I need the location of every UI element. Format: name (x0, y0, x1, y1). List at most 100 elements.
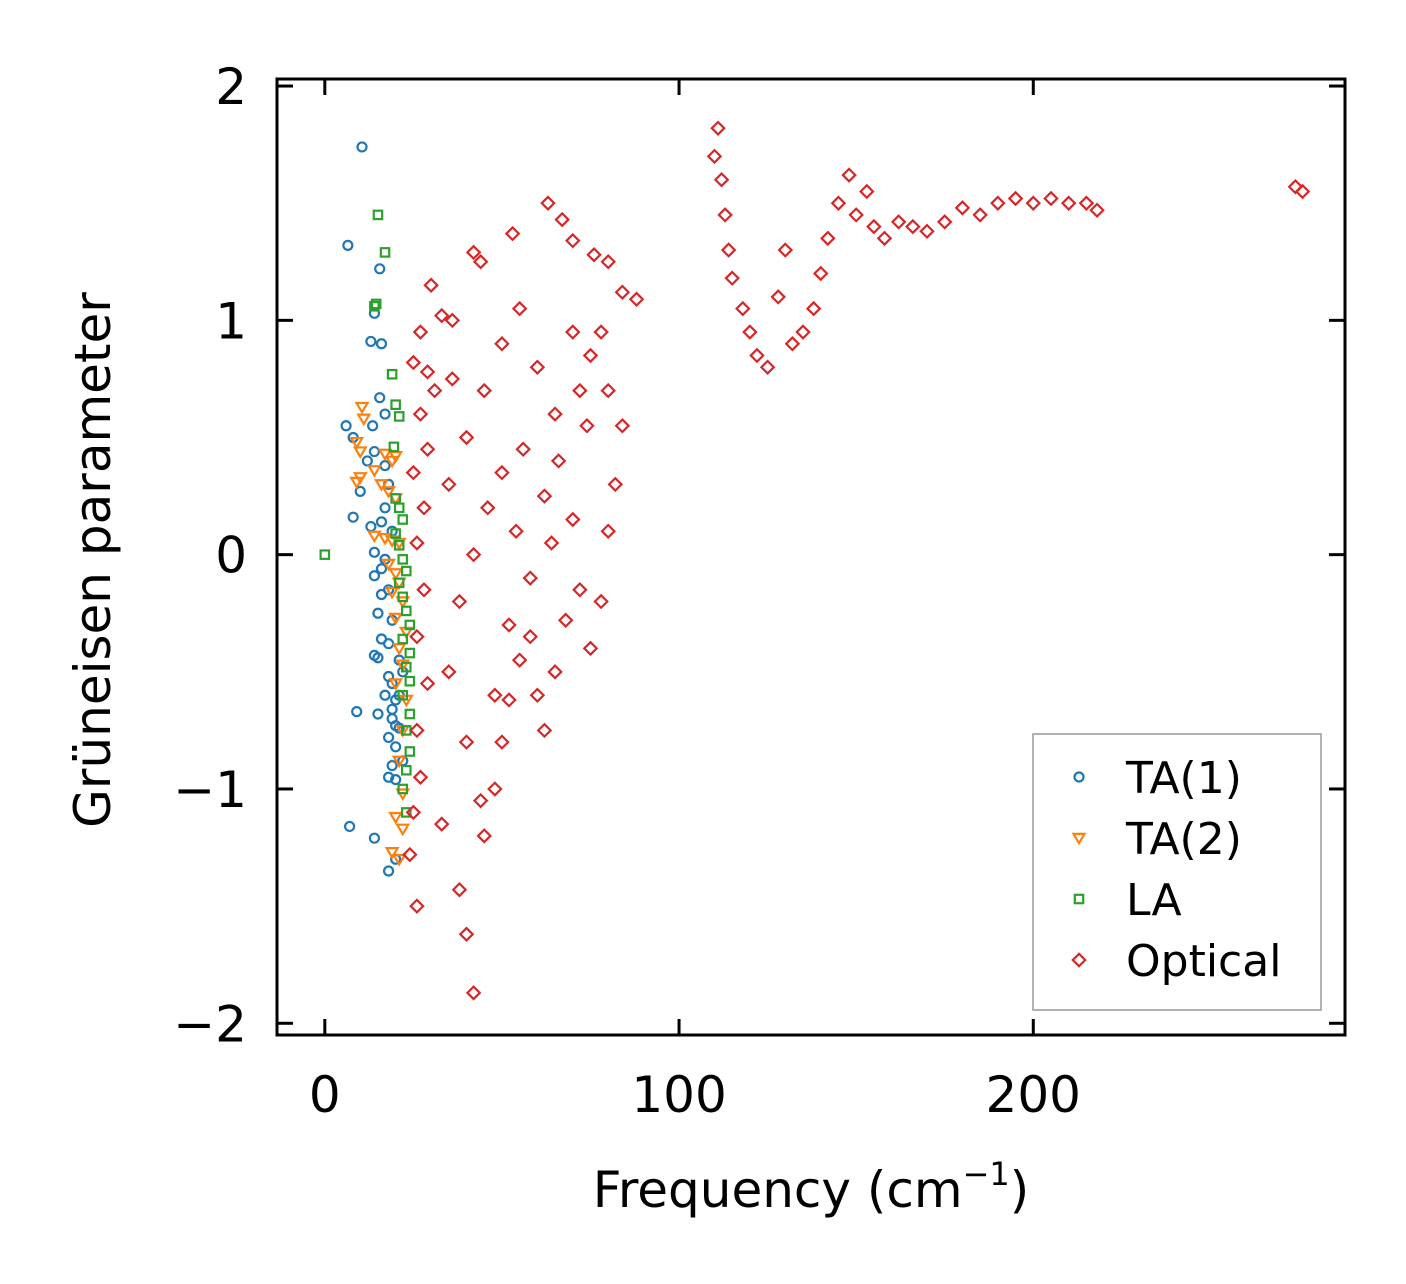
point-optical (419, 675, 436, 692)
point-ta-2 (356, 413, 372, 427)
point-optical (717, 207, 733, 223)
point-optical (720, 242, 737, 258)
point-ta-1 (375, 516, 388, 528)
point-optical (412, 769, 429, 786)
point-optical (1007, 190, 1024, 207)
point-la (397, 554, 409, 565)
point-ta-2 (354, 401, 370, 415)
point-optical (405, 464, 422, 481)
point-ta-2 (391, 755, 407, 769)
point-ta-1 (390, 773, 402, 786)
point-ta-1 (375, 338, 388, 350)
point-optical (1294, 183, 1311, 200)
point-ta-2 (384, 586, 400, 600)
point-optical (409, 628, 425, 645)
point-la (400, 661, 412, 673)
point-optical (777, 242, 794, 258)
point-optical (841, 167, 857, 183)
legend-item-la: LA (1073, 875, 1182, 926)
point-ta-2 (349, 476, 365, 490)
point-ta-1 (374, 263, 386, 275)
point-optical (515, 441, 531, 457)
point-optical (600, 254, 616, 270)
point-ta-1 (365, 335, 377, 348)
point-optical (600, 523, 616, 539)
point-la (372, 209, 384, 221)
point-optical (501, 692, 517, 708)
point-optical (494, 336, 510, 352)
point-optical (416, 500, 432, 516)
point-optical (572, 382, 588, 399)
point-ta-1 (372, 708, 384, 720)
legend-item-ta-2: TA(2) (1071, 814, 1242, 865)
point-la (370, 298, 382, 310)
point-optical (795, 324, 811, 340)
x-axis-label: Frequency (cm−1) (593, 1155, 1030, 1219)
point-ta-1 (379, 502, 391, 514)
legend-marker-ta-1 (1073, 771, 1085, 783)
point-la (397, 783, 409, 795)
point-ta-1 (382, 865, 395, 877)
point-optical (476, 828, 492, 844)
point-optical (472, 254, 489, 270)
point-ta-1 (368, 546, 381, 558)
point-optical (501, 617, 517, 633)
point-optical (476, 382, 492, 399)
y-tick-label: −1 (173, 761, 247, 819)
point-optical (1089, 202, 1105, 218)
point-la (404, 675, 416, 687)
point-ta-2 (388, 678, 404, 691)
point-ta-2 (388, 612, 404, 626)
point-ta-1 (368, 570, 381, 582)
point-ta-1 (340, 420, 352, 432)
point-optical (1060, 195, 1077, 211)
point-optical (540, 195, 556, 211)
point-optical (451, 881, 468, 898)
point-ta-1 (379, 408, 391, 420)
point-ta-2 (352, 446, 368, 459)
point-optical (848, 207, 864, 223)
legend-label-ta-2: TA(2) (1125, 814, 1242, 865)
point-la (397, 633, 409, 645)
point-la (388, 441, 400, 453)
point-ta-2 (391, 854, 407, 867)
point-ta-2 (384, 847, 400, 860)
point-optical (990, 195, 1006, 211)
point-optical (614, 418, 631, 434)
point-ta-1 (367, 420, 379, 432)
point-optical (458, 429, 475, 446)
point-ta-1 (386, 759, 398, 772)
point-la (393, 411, 405, 422)
point-optical (480, 500, 496, 516)
point-optical (614, 284, 631, 300)
point-ta-2 (377, 448, 393, 462)
point-optical (572, 582, 588, 598)
point-la (404, 647, 416, 659)
y-tick-label: 0 (215, 527, 247, 585)
point-ta-1 (342, 239, 354, 251)
point-optical (441, 476, 457, 493)
point-ta-1 (386, 703, 398, 715)
point-optical (409, 535, 425, 551)
point-ta-1 (347, 511, 359, 523)
point-optical (905, 218, 921, 235)
point-optical (628, 291, 645, 308)
point-ta-2 (395, 823, 411, 837)
point-optical (593, 593, 609, 610)
point-la (369, 300, 380, 312)
y-tick-label: −2 (173, 995, 247, 1053)
point-ta-2 (374, 479, 389, 492)
point-optical (554, 211, 570, 228)
point-ta-1 (375, 563, 388, 575)
legend-label-la: LA (1126, 875, 1182, 926)
point-ta-1 (379, 689, 391, 701)
point-optical (419, 364, 436, 380)
y-axis-label: Grüneisen parameter (64, 292, 122, 828)
x-tick-label: 0 (309, 1066, 341, 1124)
series-la (319, 209, 416, 818)
point-optical (936, 214, 953, 230)
legend-marker-ta-2 (1071, 832, 1087, 846)
point-optical (742, 324, 758, 340)
point-ta-1 (368, 445, 381, 458)
point-optical (724, 270, 740, 286)
